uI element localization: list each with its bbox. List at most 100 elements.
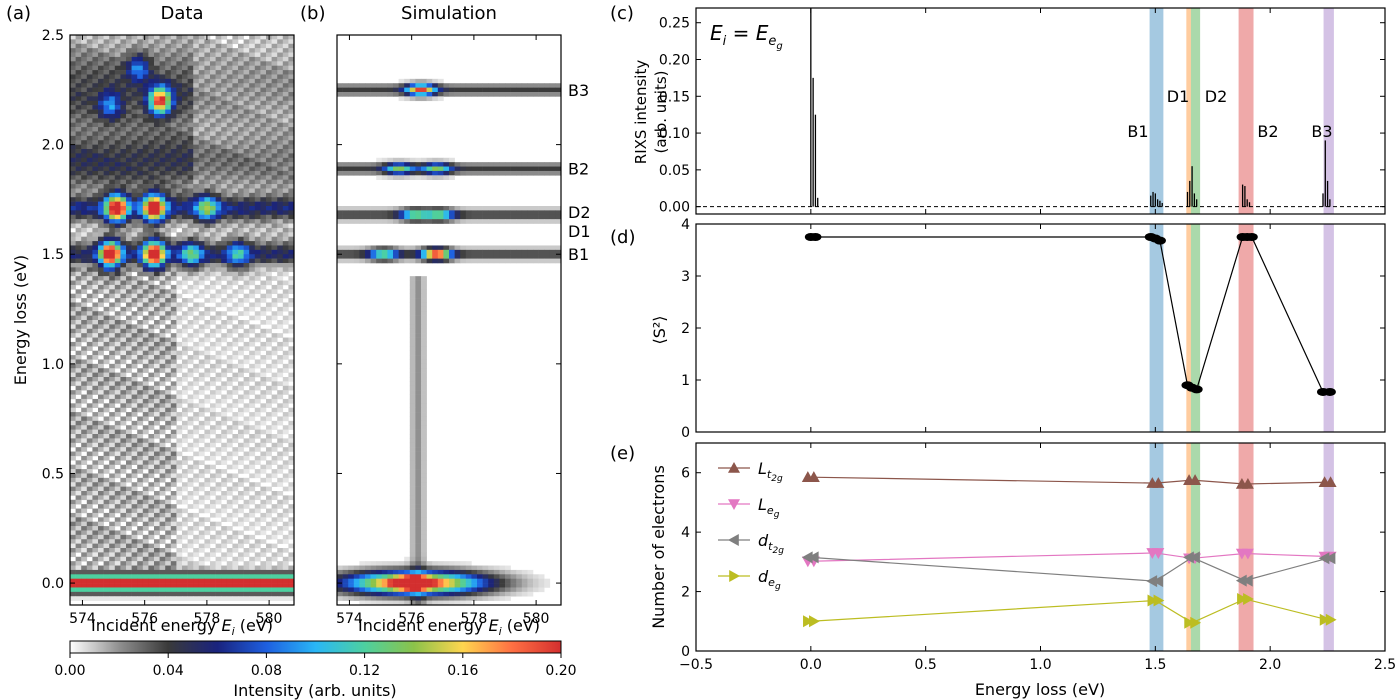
heatmap-cell <box>527 162 534 167</box>
heatmap-cell <box>282 78 289 84</box>
heatmap-cell <box>75 403 82 408</box>
heatmap-cell <box>544 92 551 97</box>
heatmap-cell <box>159 263 166 268</box>
heatmap-cell <box>232 92 239 97</box>
heatmap-cell <box>81 175 88 180</box>
heatmap-cell <box>109 48 116 53</box>
heatmap-cell <box>114 192 121 198</box>
heatmap-cell <box>120 556 127 562</box>
heatmap-cell <box>131 175 138 180</box>
heatmap-cell <box>249 341 256 347</box>
heatmap-cell <box>92 70 99 75</box>
heatmap-cell <box>131 78 138 84</box>
heatmap-cell <box>198 87 205 93</box>
heatmap-cell <box>277 284 284 290</box>
heatmap-cell <box>148 197 155 202</box>
heatmap-cell <box>137 74 144 80</box>
heatmap-cell <box>226 100 233 106</box>
heatmap-cell <box>387 83 394 88</box>
heatmap-cell <box>114 184 121 189</box>
heatmap-cell <box>176 565 183 571</box>
heatmap-cell <box>70 113 76 119</box>
heatmap-cell <box>359 166 366 172</box>
heatmap-cell <box>482 162 489 167</box>
heatmap-cell <box>92 78 99 84</box>
heatmap-cell <box>81 398 88 404</box>
heatmap-cell <box>449 162 455 167</box>
heatmap-cell <box>137 113 144 119</box>
heatmap-cell <box>126 438 132 444</box>
heatmap-cell <box>370 219 377 224</box>
heatmap-cell <box>381 83 388 88</box>
heatmap-cell <box>142 197 149 202</box>
heatmap-cell <box>154 293 160 299</box>
heatmap-cell <box>415 162 422 167</box>
heatmap-cell <box>159 271 166 277</box>
heatmap-cell <box>544 166 551 172</box>
heatmap-cell <box>260 65 267 71</box>
heatmap-cell <box>238 166 244 172</box>
heatmap-cell <box>282 254 289 259</box>
heatmap-cell <box>165 35 172 40</box>
heatmap-cell <box>142 508 149 514</box>
heatmap-cell <box>198 35 205 40</box>
heatmap-cell <box>142 438 149 444</box>
heatmap-cell <box>148 298 155 303</box>
heatmap-cell <box>238 105 244 110</box>
heatmap-cell <box>266 135 272 141</box>
heatmap-cell <box>137 394 144 400</box>
heatmap-cell <box>381 214 388 220</box>
heatmap-cell <box>187 574 194 579</box>
heatmap-cell <box>92 491 99 496</box>
heatmap-cell <box>142 214 149 220</box>
heatmap-cell <box>249 302 256 308</box>
heatmap-cell <box>126 548 132 553</box>
heatmap-cell <box>221 109 228 115</box>
heatmap-cell <box>404 219 411 224</box>
heatmap-cell <box>154 363 160 369</box>
heatmap-cell <box>471 214 478 220</box>
heatmap-cell <box>187 556 194 562</box>
heatmap-cell <box>159 368 166 373</box>
heatmap-cell <box>398 170 405 176</box>
heatmap-cell <box>142 293 149 299</box>
heatmap-cell <box>176 464 183 470</box>
heatmap-cell <box>170 109 177 115</box>
heatmap-cell <box>98 135 104 141</box>
heatmap-cell <box>165 78 172 84</box>
heatmap-cell <box>159 96 166 102</box>
heatmap-cell <box>126 92 132 97</box>
heatmap-cell <box>92 179 99 185</box>
heatmap-cell <box>465 87 472 93</box>
heatmap-cell <box>75 355 82 360</box>
heatmap-cell <box>75 245 82 251</box>
heatmap-cell <box>137 276 144 281</box>
heatmap-cell <box>182 447 188 452</box>
heatmap-cell <box>449 83 455 88</box>
heatmap-cell <box>249 591 256 597</box>
heatmap-cell <box>238 210 244 216</box>
heatmap-cell <box>70 52 76 58</box>
heatmap-cell <box>243 499 250 505</box>
heatmap-cell <box>432 214 439 220</box>
heatmap-cell <box>103 477 110 483</box>
heatmap-cell <box>159 289 166 294</box>
heatmap-cell <box>86 539 93 544</box>
heatmap-cell <box>454 219 461 224</box>
heatmap-cell <box>98 61 104 66</box>
heatmap-cell <box>81 416 88 422</box>
heatmap-cell <box>482 87 489 93</box>
heatmap-cell <box>187 43 194 49</box>
heatmap-cell <box>232 153 239 159</box>
heatmap-cell <box>98 543 104 549</box>
heatmap-cell <box>98 276 104 281</box>
heatmap-cell <box>165 201 172 207</box>
heatmap-cell <box>103 210 110 216</box>
heatmap-cell <box>109 473 116 479</box>
heatmap-cell <box>75 197 82 202</box>
heatmap-cell <box>148 591 155 597</box>
heatmap-cell <box>86 184 93 189</box>
heatmap-cell <box>92 131 99 137</box>
heatmap-cell <box>243 52 250 58</box>
heatmap-cell <box>148 521 155 527</box>
